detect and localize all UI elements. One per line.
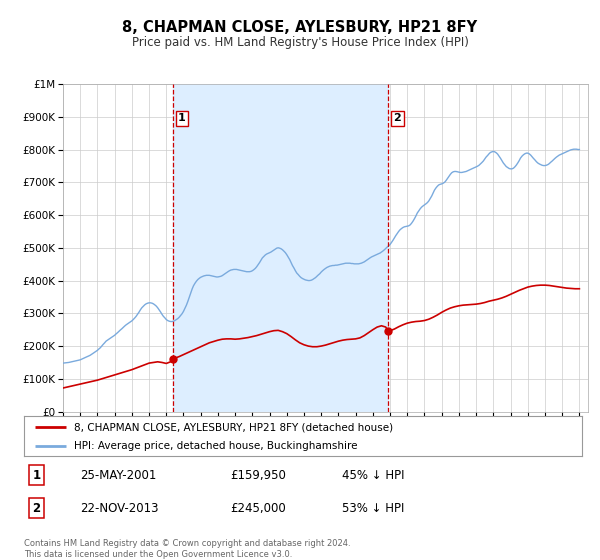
Text: £159,950: £159,950 bbox=[230, 469, 286, 482]
Text: 45% ↓ HPI: 45% ↓ HPI bbox=[342, 469, 404, 482]
Text: 1: 1 bbox=[178, 113, 186, 123]
Text: 8, CHAPMAN CLOSE, AYLESBURY, HP21 8FY: 8, CHAPMAN CLOSE, AYLESBURY, HP21 8FY bbox=[122, 20, 478, 35]
Text: 22-NOV-2013: 22-NOV-2013 bbox=[80, 502, 158, 515]
Bar bbox=[173, 84, 388, 412]
Text: £245,000: £245,000 bbox=[230, 502, 286, 515]
Text: 1: 1 bbox=[32, 469, 40, 482]
Text: 25-MAY-2001: 25-MAY-2001 bbox=[80, 469, 156, 482]
Text: 2: 2 bbox=[32, 502, 40, 515]
Text: HPI: Average price, detached house, Buckinghamshire: HPI: Average price, detached house, Buck… bbox=[74, 441, 358, 451]
Text: 53% ↓ HPI: 53% ↓ HPI bbox=[342, 502, 404, 515]
Text: Price paid vs. HM Land Registry's House Price Index (HPI): Price paid vs. HM Land Registry's House … bbox=[131, 36, 469, 49]
Text: 2: 2 bbox=[394, 113, 401, 123]
Text: 8, CHAPMAN CLOSE, AYLESBURY, HP21 8FY (detached house): 8, CHAPMAN CLOSE, AYLESBURY, HP21 8FY (d… bbox=[74, 422, 394, 432]
Text: Contains HM Land Registry data © Crown copyright and database right 2024.
This d: Contains HM Land Registry data © Crown c… bbox=[24, 539, 350, 559]
